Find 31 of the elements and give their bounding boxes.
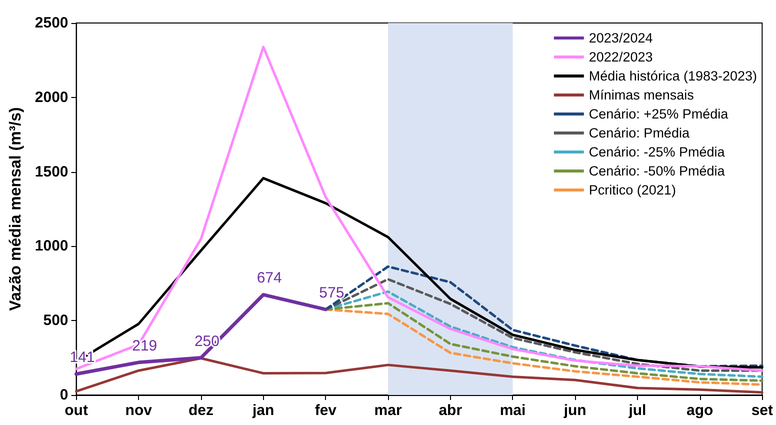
legend-label: 2023/2024 (588, 30, 654, 46)
x-tick-label: jul (628, 402, 646, 419)
data-label: 219 (132, 337, 158, 354)
y-tick-label: 1500 (34, 163, 68, 180)
legend-label: Média histórica (1983-2023) (588, 68, 758, 84)
data-label: 575 (319, 284, 344, 302)
legend-label: Cenário: +25% Pmédia (588, 106, 729, 122)
legend-label: 2022/2023 (588, 50, 653, 64)
y-tick-label: 0 (60, 386, 68, 404)
legend-label: Cenário: Pmédia (588, 126, 690, 140)
y-axis-title: Vazão média mensal (m³/s) (8, 107, 24, 311)
x-tick-label: set (751, 402, 774, 419)
y-tick-label: 2500 (34, 14, 68, 32)
x-tick-label: ago (686, 402, 714, 419)
legend-label: Mínimas mensais (588, 88, 694, 102)
y-tick-label: 500 (43, 312, 68, 330)
x-tick-label: abr (438, 402, 462, 419)
x-tick-label: jan (251, 402, 274, 419)
legend-label: Cenário: -50% Pmédia (588, 164, 726, 178)
y-tick-label: 2000 (34, 88, 68, 106)
x-tick-label: dez (188, 402, 214, 419)
x-tick-label: mai (500, 402, 526, 419)
legend-label: Pcritico (2021) (588, 182, 676, 198)
x-tick-label: out (64, 402, 88, 419)
x-tick-label: mar (374, 402, 402, 419)
y-tick-label: 1000 (34, 238, 68, 255)
legend-label: Cenário: -25% Pmédia (588, 144, 726, 160)
data-label: 674 (256, 270, 282, 287)
x-tick-label: jun (562, 402, 586, 419)
x-tick-label: nov (125, 402, 153, 419)
x-tick-label: fev (314, 402, 338, 419)
